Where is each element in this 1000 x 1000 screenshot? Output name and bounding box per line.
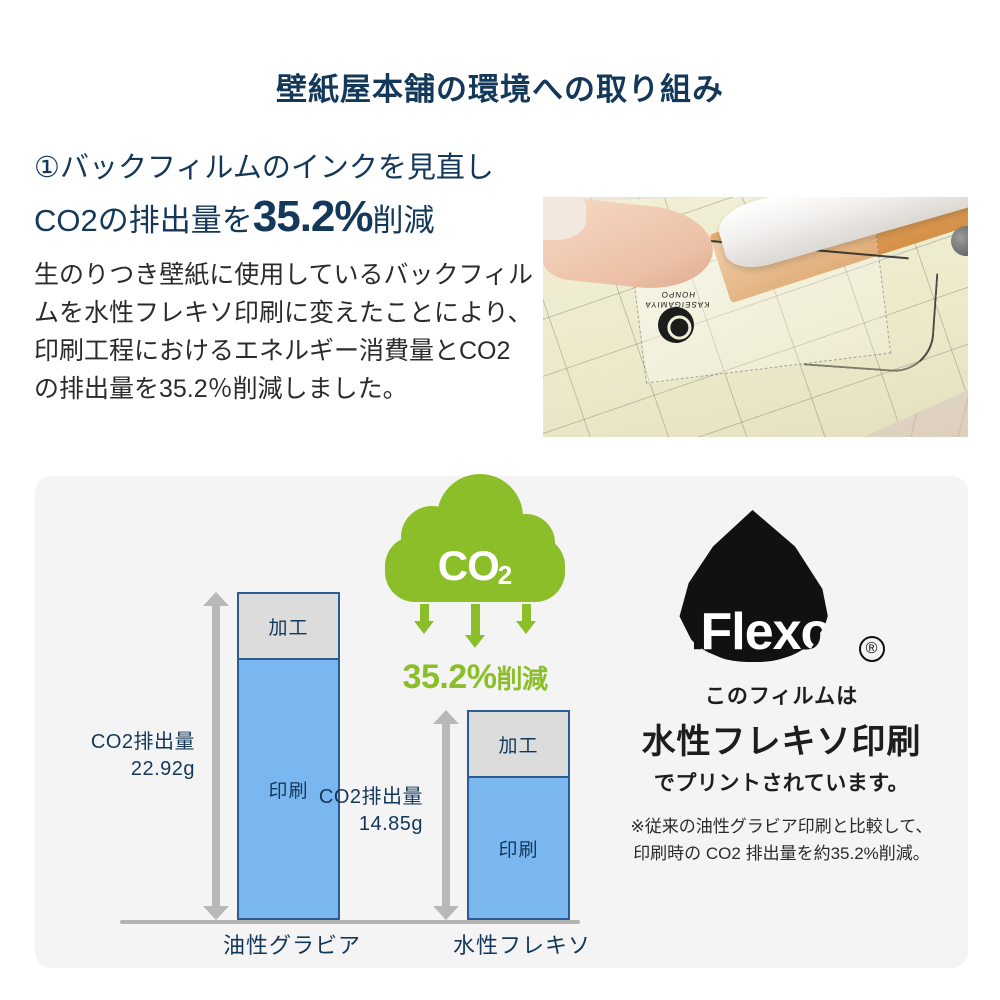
cloud-co2-sub: 2 [497,560,513,590]
flexo-logo: Flexo Flexo ® [667,510,897,670]
measure-arrow-head-down-icon [433,906,459,920]
measure-arrow-shaft [212,604,220,908]
comparison-card: CO2排出量 22.92g 加工 印刷 油性グラビア CO2排出量 14.85g [35,474,968,968]
wallpaper-film-photo: KASEIGAMIYA HONPO [543,197,968,437]
co2-reduction-badge: CO2 35.2%削減 [365,474,585,697]
cloud-co2-label: CO2 [385,542,565,590]
bar-segment-kakou-flexo: 加工 [469,712,568,778]
measure-label-flexo-title: CO2排出量 [318,786,423,808]
chart-baseline-axis [120,920,580,924]
bar-group-oil: 加工 印刷 [237,592,340,920]
page-title: 壁紙屋本舗の環境への取り組み [276,72,724,107]
intro-subheading-highlight: 35.2% [252,192,374,242]
stacked-bar-oil: 加工 印刷 [237,592,340,920]
flexo-footnote-line-1: ※従来の油性グラビア印刷と比較して、 [630,817,933,836]
measure-arrow-head-down-icon [203,906,229,920]
measure-arrow-shaft [442,722,450,908]
co2-down-arrows [400,604,550,648]
flexo-line-2: 水性フレキソ印刷 [641,723,922,761]
photo-film-brand-text: KASEIGAMIYA HONPO [644,288,711,309]
co2-reduction-value: 35.2% [402,658,497,696]
co2-cloud-icon: CO2 [385,474,565,602]
intro-heading: ①バックフィルムのインクを見直し [34,152,494,184]
flexo-logo-word-inner: Flexo [700,603,829,661]
measure-label-flexo-value: 14.85g [358,813,423,835]
cloud-co2-main: CO [437,542,500,589]
measure-label-flexo: CO2排出量 14.85g [287,784,423,838]
registered-trademark-icon: ® [858,636,885,662]
intro-subheading: CO2の排出量を35.2%削減 [34,193,534,241]
flexo-panel: Flexo Flexo ® このフィルムは 水性フレキソ印刷 でプリントされてい… [595,476,968,968]
intro-body: 生のりつき壁紙に使用しているバックフィルムを水性フレキソ印刷に変えたことにより、… [34,260,534,403]
flexo-footnote-line-2: 印刷時の CO2 排出量を約35.2%削減。 [633,844,930,864]
co2-reduction-text: 35.2%削減 [365,658,585,697]
co2-bar-chart: CO2排出量 22.92g 加工 印刷 油性グラビア CO2排出量 14.85g [35,474,595,968]
measure-arrow-oil [203,592,229,920]
measure-label-oil-value: 22.92g [130,758,195,780]
photo-film-brand-line2: HONPO [660,289,696,299]
measure-arrow-head-up-icon [433,710,459,724]
flexo-logo-word-outer: Flexo [690,603,823,661]
flexo-logo-word-mask: Flexo [680,510,829,662]
bar-segment-insatsu-oil: 印刷 [239,660,338,918]
measure-arrow-flexo [433,710,459,920]
photo-sleeve [543,197,586,241]
measure-label-oil-title: CO2排出量 [90,731,195,753]
co2-reduction-suffix: 削減 [496,664,548,694]
intro-subheading-prefix: CO2の排出量を [34,203,253,239]
measure-label-oil: CO2排出量 22.92g [63,729,195,783]
bar-segment-kakou-oil: 加工 [239,594,338,660]
stacked-bar-flexo: 加工 印刷 [467,710,570,920]
category-label-flexo: 水性フレキソ [453,933,592,958]
measure-arrow-head-up-icon [203,592,229,606]
cloud-base [385,536,565,602]
photo-film-pull-curve [803,264,938,375]
intro-subheading-suffix: 削減 [372,203,435,239]
intro-block: ①バックフィルムのインクを見直し CO2の排出量を35.2%削減 生のりつき壁紙… [34,152,534,408]
bar-segment-insatsu-flexo: 印刷 [469,778,568,918]
flexo-line-1: このフィルムは [704,685,859,708]
flexo-line-3: でプリントされています。 [653,772,910,795]
flexo-footnote: ※従来の油性グラビア印刷と比較して、 印刷時の CO2 排出量を約35.2%削減… [595,813,968,867]
bar-group-flexo: 加工 印刷 [467,710,570,920]
category-label-oil: 油性グラビア [223,933,362,958]
